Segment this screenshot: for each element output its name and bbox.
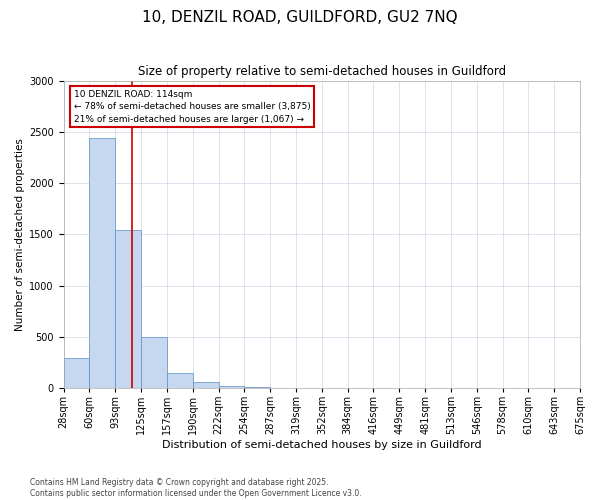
Bar xyxy=(167,372,193,388)
Bar xyxy=(193,382,218,388)
Title: Size of property relative to semi-detached houses in Guildford: Size of property relative to semi-detach… xyxy=(138,65,506,78)
Y-axis label: Number of semi-detached properties: Number of semi-detached properties xyxy=(15,138,25,330)
Bar xyxy=(64,358,89,388)
X-axis label: Distribution of semi-detached houses by size in Guildford: Distribution of semi-detached houses by … xyxy=(162,440,482,450)
Bar xyxy=(141,337,167,388)
Text: 10 DENZIL ROAD: 114sqm
← 78% of semi-detached houses are smaller (3,875)
21% of : 10 DENZIL ROAD: 114sqm ← 78% of semi-det… xyxy=(74,90,311,124)
Text: Contains HM Land Registry data © Crown copyright and database right 2025.
Contai: Contains HM Land Registry data © Crown c… xyxy=(30,478,362,498)
Bar xyxy=(218,386,244,388)
Bar xyxy=(89,138,115,388)
Bar xyxy=(115,230,141,388)
Text: 10, DENZIL ROAD, GUILDFORD, GU2 7NQ: 10, DENZIL ROAD, GUILDFORD, GU2 7NQ xyxy=(142,10,458,25)
